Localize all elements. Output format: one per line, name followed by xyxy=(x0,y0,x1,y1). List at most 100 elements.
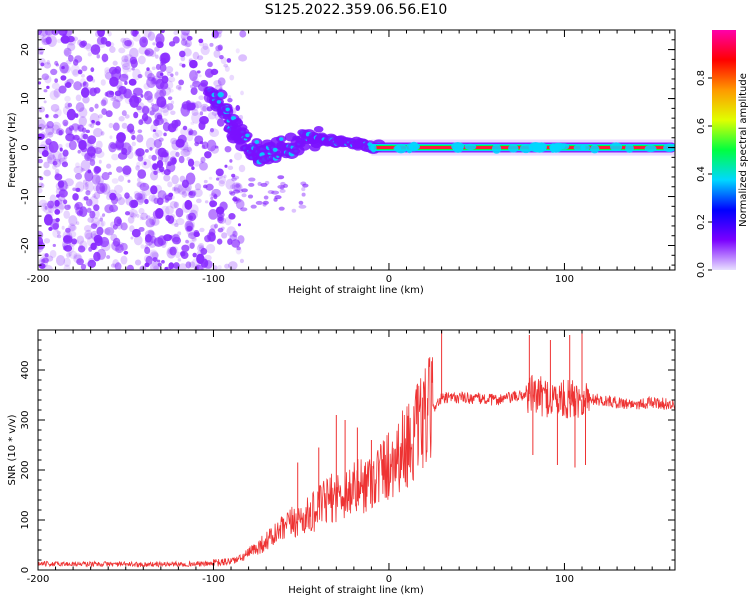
noise-speckle xyxy=(166,71,172,77)
noise-speckle xyxy=(137,177,141,182)
noise-speckle xyxy=(198,121,206,131)
noise-speckle xyxy=(87,135,97,145)
noise-speckle xyxy=(124,80,128,86)
noise-speckle xyxy=(112,60,118,66)
noise-speckle xyxy=(162,109,169,117)
noise-speckle xyxy=(144,48,154,57)
noise-speckle xyxy=(43,264,53,270)
noise-speckle xyxy=(63,199,68,205)
noise-speckle xyxy=(174,71,179,76)
spectrogram-x-tick-label: 0 xyxy=(386,274,392,285)
noise-speckle xyxy=(156,160,164,169)
noise-speckle xyxy=(114,90,122,97)
noise-speckle xyxy=(140,244,145,249)
noise-speckle xyxy=(85,190,91,196)
noise-speckle xyxy=(170,100,175,105)
noise-speckle xyxy=(133,235,143,246)
noise-speckle xyxy=(84,181,89,187)
noise-speckle xyxy=(67,204,71,209)
noise-speckle xyxy=(211,110,218,116)
noise-speckle xyxy=(65,133,75,142)
noise-speckle xyxy=(91,120,96,124)
noise-speckle xyxy=(152,163,159,171)
track-scatter xyxy=(298,204,307,209)
noise-speckle xyxy=(122,73,129,79)
noise-speckle xyxy=(58,85,67,94)
noise-speckle xyxy=(136,161,141,168)
noise-speckle xyxy=(177,231,182,236)
noise-speckle xyxy=(55,186,66,196)
noise-speckle xyxy=(57,152,66,163)
noise-speckle xyxy=(54,168,60,175)
track-scatter xyxy=(248,182,255,187)
noise-speckle xyxy=(150,261,160,270)
noise-speckle xyxy=(206,231,216,242)
noise-speckle xyxy=(177,258,182,262)
noise-speckle xyxy=(80,146,88,153)
noise-speckle xyxy=(131,67,135,71)
noise-speckle xyxy=(153,138,163,148)
track-scatter xyxy=(241,193,247,198)
noise-speckle xyxy=(200,79,209,87)
noise-speckle xyxy=(204,151,212,159)
noise-speckle xyxy=(98,114,103,119)
noise-speckle xyxy=(45,138,52,145)
noise-speckle xyxy=(165,198,169,203)
noise-speckle xyxy=(228,212,236,220)
noise-speckle xyxy=(170,73,174,77)
noise-speckle xyxy=(43,161,50,169)
noise-speckle xyxy=(64,82,72,88)
noise-speckle xyxy=(218,180,226,187)
noise-speckle xyxy=(47,205,55,214)
colorbar-tick-label: 0.0 xyxy=(696,262,707,278)
noise-speckle xyxy=(54,78,58,83)
noise-speckle xyxy=(56,194,60,198)
noise-speckle xyxy=(152,129,157,133)
noise-speckle xyxy=(61,161,69,168)
noise-speckle xyxy=(66,42,76,52)
noise-speckle xyxy=(129,225,135,233)
noise-speckle xyxy=(186,32,190,37)
noise-speckle xyxy=(198,38,204,44)
noise-speckle xyxy=(38,187,43,194)
noise-speckle xyxy=(56,38,62,44)
colorbar-tick-label: 0.2 xyxy=(696,214,707,230)
noise-speckle xyxy=(200,81,208,88)
noise-speckle xyxy=(141,185,152,197)
track-blob-core xyxy=(254,140,260,144)
noise-speckle xyxy=(95,220,104,229)
noise-speckle xyxy=(77,69,83,75)
noise-speckle xyxy=(75,162,80,169)
noise-speckle xyxy=(238,164,246,173)
noise-speckle xyxy=(38,182,43,187)
noise-speckle xyxy=(161,169,166,175)
track-scatter xyxy=(235,183,241,188)
noise-speckle xyxy=(93,233,97,237)
noise-speckle xyxy=(138,207,145,215)
noise-speckle xyxy=(201,144,206,149)
noise-speckle xyxy=(121,142,132,156)
noise-speckle xyxy=(210,196,214,200)
spectrogram-heatmap xyxy=(38,30,675,270)
track-scatter xyxy=(260,182,268,187)
noise-speckle xyxy=(79,240,88,251)
noise-speckle xyxy=(184,199,193,210)
noise-speckle xyxy=(54,209,61,215)
snr-y-tick-label: 100 xyxy=(20,510,31,529)
noise-speckle xyxy=(144,229,155,239)
noise-speckle xyxy=(134,149,142,157)
noise-speckle xyxy=(160,30,165,34)
noise-speckle xyxy=(205,183,214,191)
noise-speckle xyxy=(138,193,146,200)
noise-speckle xyxy=(180,250,186,257)
noise-speckle xyxy=(44,124,50,130)
noise-speckle xyxy=(153,170,158,176)
noise-speckle xyxy=(43,238,51,244)
noise-speckle xyxy=(97,257,101,261)
noise-speckle xyxy=(111,178,119,184)
noise-speckle xyxy=(112,122,120,131)
spectrogram-xlabel: Height of straight line (km) xyxy=(288,285,424,296)
track-scatter xyxy=(241,188,248,193)
noise-speckle xyxy=(148,230,156,238)
